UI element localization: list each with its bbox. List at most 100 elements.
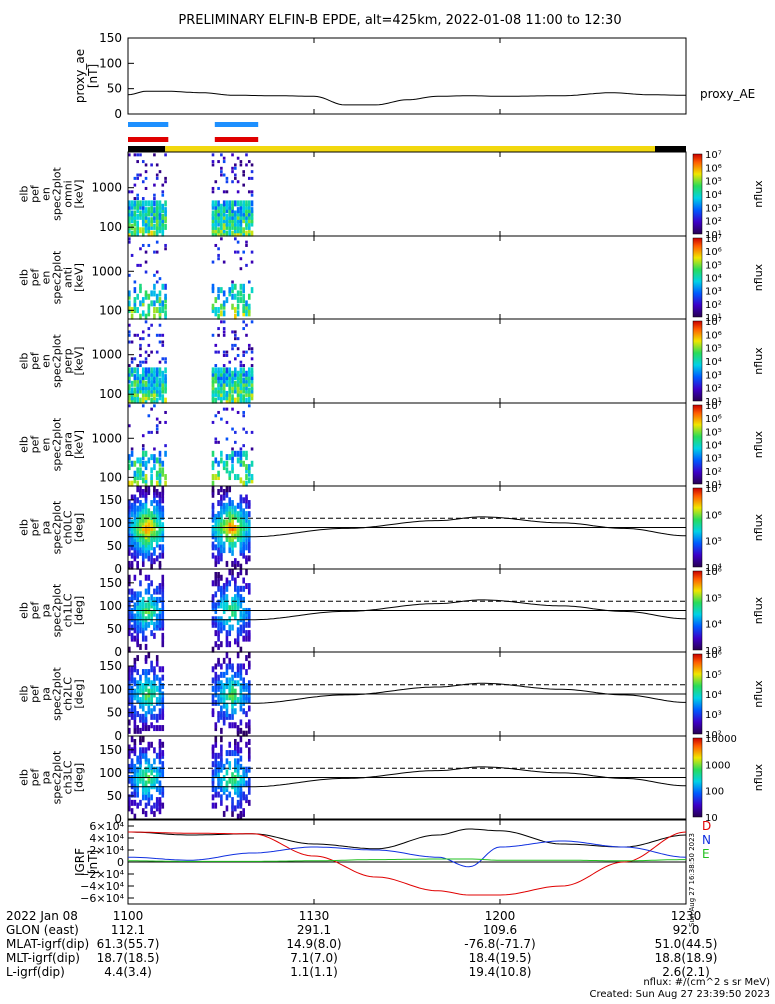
spectrogram-pixel bbox=[128, 300, 131, 307]
spectrogram-pixel bbox=[153, 394, 156, 401]
spectrogram-pixel bbox=[141, 454, 145, 461]
spectrogram-pixel bbox=[144, 270, 148, 274]
spectrogram-pixel bbox=[161, 725, 165, 732]
spectrogram-pixel bbox=[161, 602, 165, 609]
spectrogram-pixel bbox=[161, 193, 165, 197]
spectrogram-pixel bbox=[164, 283, 167, 290]
spectrogram-pixel bbox=[231, 380, 234, 387]
spectrogram-pixel bbox=[225, 190, 229, 194]
spectrogram-pixel bbox=[245, 630, 248, 637]
spectrogram-pixel bbox=[139, 799, 142, 806]
spectrogram-pixel bbox=[225, 180, 229, 184]
spectrogram-pixel bbox=[234, 163, 237, 167]
spectrogram-pixel bbox=[164, 420, 167, 424]
spectrogram-pixel bbox=[150, 300, 153, 307]
spectrogram-pixel bbox=[150, 500, 153, 507]
spectrogram-pixel bbox=[231, 457, 234, 464]
spectrogram-pixel bbox=[222, 330, 226, 334]
spectrogram-pixel bbox=[228, 677, 232, 684]
spectrogram-pixel bbox=[217, 674, 220, 681]
spectrogram-pixel bbox=[231, 280, 234, 284]
spectrogram-pixel bbox=[228, 624, 232, 631]
spectrogram-pixel bbox=[150, 407, 153, 411]
spectrogram-pixel bbox=[220, 522, 223, 529]
spectrogram-pixel bbox=[236, 337, 240, 341]
spectrogram-pixel bbox=[225, 630, 229, 637]
energy-panel-2-colorbar-tick: 10⁷ bbox=[705, 317, 722, 328]
spectrogram-pixel bbox=[144, 810, 148, 817]
spectrogram-pixel bbox=[228, 370, 232, 377]
spectrogram-pixel bbox=[141, 374, 145, 381]
pa-panel-1-colorbar bbox=[692, 570, 703, 651]
spectrogram-pixel bbox=[242, 519, 245, 526]
spectrogram-pixel bbox=[153, 390, 156, 397]
spectrogram-pixel bbox=[130, 200, 134, 207]
spectrogram-pixel bbox=[234, 738, 237, 745]
spectrogram-pixel bbox=[150, 230, 153, 237]
spectrogram-pixel bbox=[147, 387, 151, 394]
energy-panel-3-label-line: elb bbox=[18, 436, 31, 453]
spectrogram-pixel bbox=[139, 313, 142, 320]
spectrogram-pixel bbox=[141, 722, 145, 729]
spectrogram-pixel bbox=[155, 660, 159, 667]
spectrogram-pixel bbox=[222, 367, 226, 374]
spectrogram-pixel bbox=[239, 210, 243, 217]
spectrogram-pixel bbox=[141, 394, 145, 401]
spectrogram-pixel bbox=[242, 307, 245, 314]
spectrogram-pixel bbox=[239, 502, 243, 509]
spectrogram-pixel bbox=[236, 240, 240, 244]
spectrogram-pixel bbox=[141, 243, 145, 247]
spectrogram-pixel bbox=[239, 799, 243, 806]
spectrogram-pixel bbox=[136, 230, 139, 237]
spectrogram-pixel bbox=[158, 277, 162, 281]
spectrogram-pixel bbox=[247, 200, 251, 207]
spectrogram-pixel bbox=[130, 460, 134, 467]
spectrogram-pixel bbox=[133, 217, 137, 224]
spectrogram-pixel bbox=[130, 560, 134, 567]
spectrogram-pixel bbox=[139, 247, 142, 251]
spectrogram-pixel bbox=[147, 207, 151, 214]
spectrogram-pixel bbox=[214, 736, 218, 743]
spectrogram-pixel bbox=[161, 213, 165, 220]
spectrogram-pixel bbox=[144, 766, 148, 773]
spectrogram-pixel bbox=[222, 683, 226, 690]
spectrogram-pixel bbox=[128, 377, 131, 384]
pa-panel-3-label-line: pa bbox=[40, 771, 53, 785]
spectrogram-pixel bbox=[245, 217, 248, 224]
spectrogram-pixel bbox=[225, 577, 229, 584]
spectrogram-pixel bbox=[225, 619, 229, 626]
spectrogram-pixel bbox=[150, 223, 153, 230]
spectrogram-pixel bbox=[158, 583, 162, 590]
spectrogram-pixel bbox=[136, 173, 139, 177]
spectrogram-pixel bbox=[144, 227, 148, 234]
spectrogram-pixel bbox=[161, 380, 165, 387]
spectrogram-pixel bbox=[236, 536, 240, 543]
spectrogram-pixel bbox=[217, 377, 220, 384]
spectrogram-pixel bbox=[144, 394, 148, 401]
spectrogram-pixel bbox=[225, 460, 229, 467]
spectrogram-pixel bbox=[153, 558, 156, 565]
spectrogram-pixel bbox=[153, 197, 156, 201]
spectrogram-pixel bbox=[211, 464, 215, 471]
spectrogram-pixel bbox=[136, 377, 139, 384]
spectrogram-pixel bbox=[214, 203, 218, 210]
spectrogram-pixel bbox=[136, 160, 139, 164]
spectrogram-pixel bbox=[150, 580, 153, 587]
spectrogram-pixel bbox=[245, 730, 248, 737]
spectrogram-pixel bbox=[136, 470, 139, 477]
spectrogram-pixel bbox=[247, 210, 251, 217]
spectrogram-pixel bbox=[247, 230, 251, 237]
spectrogram-pixel bbox=[245, 511, 248, 518]
spectrogram-pixel bbox=[153, 193, 156, 197]
spectrogram-pixel bbox=[220, 397, 223, 404]
spectrogram-pixel bbox=[164, 213, 167, 220]
spectrogram-pixel bbox=[139, 613, 142, 620]
spectrogram-pixel bbox=[147, 230, 151, 237]
spectrogram-pixel bbox=[150, 619, 153, 626]
spectrogram-pixel bbox=[128, 364, 131, 368]
spectrogram-pixel bbox=[130, 367, 134, 374]
spectrogram-pixel bbox=[164, 377, 167, 384]
spectrogram-pixel bbox=[247, 680, 251, 687]
spectrogram-pixel bbox=[214, 769, 218, 776]
pa-panel-2-label-line: elb bbox=[18, 686, 31, 703]
